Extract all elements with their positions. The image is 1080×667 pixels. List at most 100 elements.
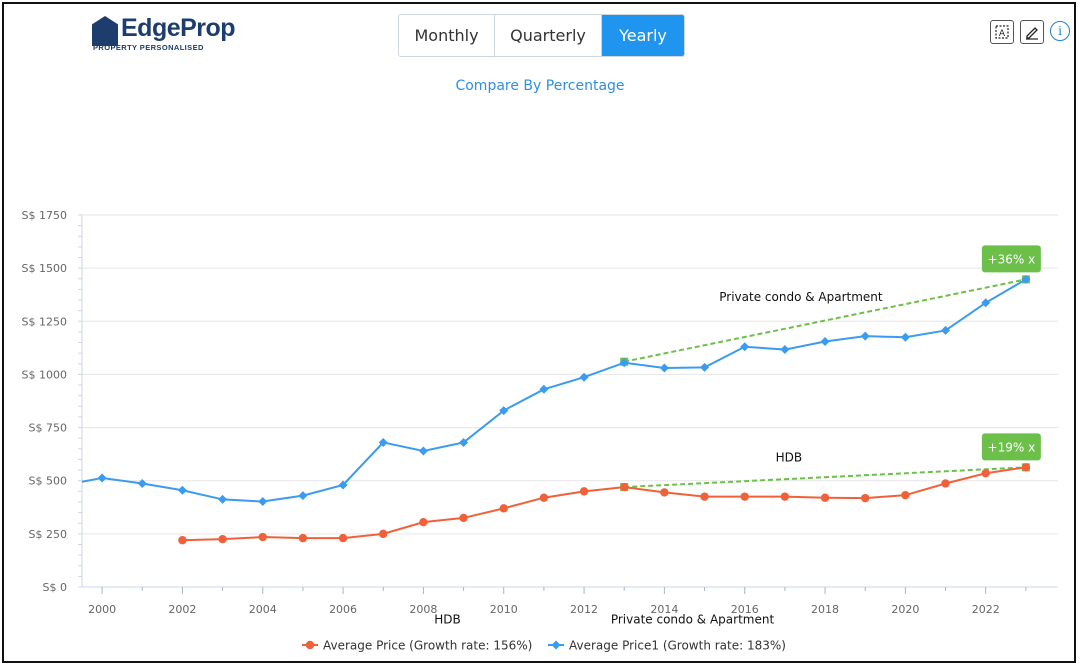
- data-point: [981, 469, 990, 478]
- tab-yearly[interactable]: Yearly: [602, 15, 684, 56]
- annotation-label: Private condo & Apartment: [611, 613, 775, 627]
- logo-text: EdgeProp: [121, 14, 236, 42]
- annotation-label: Private condo & Apartment: [719, 290, 883, 304]
- growth-badge: [981, 433, 1041, 461]
- data-point: [539, 384, 549, 394]
- data-point: [418, 446, 428, 456]
- data-point: [419, 517, 428, 527]
- series-line: [81, 278, 1027, 503]
- legend-label: Average Price1 (Growth rate: 183%): [569, 639, 786, 653]
- y-tick-label: S$ 0: [43, 581, 67, 594]
- data-point: [298, 533, 308, 543]
- trend-line: [624, 466, 1026, 489]
- y-tick-label: S$ 1000: [22, 368, 67, 381]
- x-tick-label: 2020: [891, 603, 919, 616]
- data-point: [499, 406, 509, 416]
- data-point: [820, 336, 830, 346]
- x-tick-label: 2006: [329, 603, 357, 616]
- growth-badges: +36% x +19% x: [981, 245, 1041, 461]
- x-tick-label: 2014: [650, 603, 678, 616]
- compare-by-percentage-link[interactable]: Compare By Percentage: [455, 78, 625, 94]
- y-tick-label: S$ 1750: [22, 209, 67, 222]
- annotation-label: HDB: [776, 451, 803, 465]
- data-point: [499, 504, 508, 513]
- data-point: [659, 363, 669, 373]
- y-tick-label: S$ 1250: [22, 315, 67, 328]
- data-point: [258, 532, 267, 542]
- data-point: [941, 325, 951, 335]
- data-point: [700, 492, 709, 501]
- legend-swatch-marker: [305, 640, 315, 650]
- logo-tagline: PROPERTY PERSONALISED: [93, 43, 204, 52]
- data-point: [660, 488, 669, 497]
- period-tabs: Monthly Quarterly Yearly: [398, 14, 685, 57]
- y-tick-label: S$ 750: [29, 422, 67, 435]
- data-point: [338, 533, 348, 543]
- edit-icon[interactable]: [1020, 20, 1044, 44]
- data-point: [780, 492, 790, 501]
- annotation-label: HDB: [434, 613, 461, 627]
- x-tick-label: 2002: [168, 603, 196, 616]
- data-point: [820, 493, 830, 502]
- data-point: [861, 493, 870, 503]
- tab-quarterly[interactable]: Quarterly: [495, 15, 602, 56]
- data-point: [258, 497, 268, 507]
- data-point: [218, 494, 228, 504]
- data-point: [620, 482, 629, 492]
- chart-axes: S$ 0 S$ 250 S$ 500 S$ 750 S$ 1000 S$ 1250 S$ 1…: [22, 209, 1058, 616]
- data-point: [97, 473, 107, 483]
- growth-badge-label: +36% x: [988, 252, 1036, 266]
- data-point: [177, 485, 187, 495]
- data-point: [981, 298, 991, 308]
- data-point: [1021, 274, 1031, 284]
- x-tick-label: 2022: [972, 603, 1000, 616]
- chart-series: [81, 274, 1031, 545]
- data-point: [459, 513, 468, 523]
- y-tick-label: S$ 1500: [22, 262, 67, 275]
- chart-annotations: Private condo & Apartment HDB HDB Private c…: [434, 290, 883, 626]
- data-point: [619, 358, 629, 368]
- trend-lines: [620, 275, 1030, 492]
- data-point: [539, 493, 549, 502]
- data-point: [298, 491, 308, 501]
- data-point: [178, 536, 187, 545]
- chart-grid: [82, 214, 1058, 588]
- info-icon[interactable]: i: [1050, 21, 1070, 41]
- growth-badge: [981, 245, 1041, 273]
- data-point: [379, 529, 388, 539]
- x-tick-label: 2008: [409, 603, 437, 616]
- y-tick-label: S$ 250: [29, 528, 67, 541]
- x-tick-label: 2016: [731, 603, 759, 616]
- x-tick-label: 2018: [811, 603, 839, 616]
- data-point: [740, 342, 750, 352]
- series-line: [182, 466, 1027, 542]
- data-point: [860, 331, 870, 341]
- growth-badge-label: +19% x: [988, 440, 1036, 454]
- chart-legend: Average Price (Growth rate: 156%) Average…: [302, 639, 786, 653]
- data-point: [338, 480, 348, 490]
- trend-line: [624, 278, 1027, 363]
- svg-text:A: A: [999, 29, 1006, 39]
- data-point: [459, 437, 469, 447]
- data-point: [941, 479, 950, 488]
- data-point: [378, 437, 388, 447]
- data-point: [740, 492, 749, 501]
- data-point: [579, 487, 589, 496]
- data-point: [579, 372, 589, 382]
- data-point: [1021, 463, 1031, 472]
- tab-monthly[interactable]: Monthly: [399, 15, 495, 56]
- data-point: [218, 534, 227, 544]
- text-select-icon[interactable]: A: [990, 20, 1014, 44]
- chart-toolbar: A i: [990, 20, 1070, 44]
- x-tick-label: 2010: [490, 603, 518, 616]
- x-tick-label: 2012: [570, 603, 598, 616]
- x-tick-label: 2000: [88, 603, 116, 616]
- data-point: [137, 478, 147, 488]
- data-point: [780, 345, 790, 355]
- data-point: [700, 362, 710, 372]
- y-tick-label: S$ 500: [29, 475, 67, 488]
- data-point: [901, 490, 910, 500]
- legend-label: Average Price (Growth rate: 156%): [323, 639, 532, 653]
